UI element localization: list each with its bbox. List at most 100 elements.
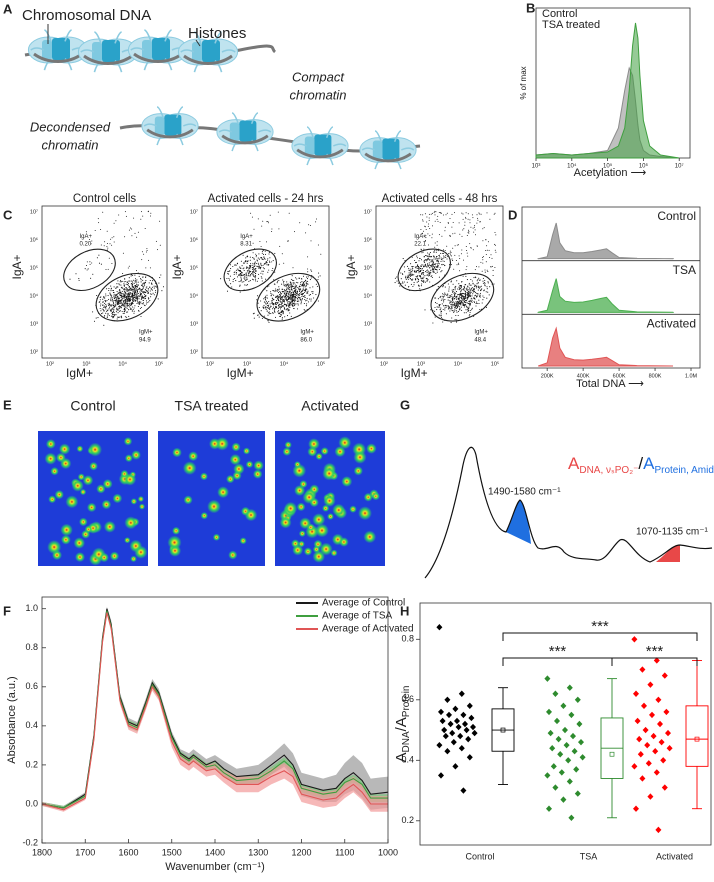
event-dot <box>111 288 112 289</box>
event-dot <box>101 264 102 265</box>
legend-entry: TSA treated <box>542 19 600 31</box>
event-dot <box>97 257 98 258</box>
event-dot <box>468 219 469 220</box>
event-dot <box>435 243 436 244</box>
event-dot <box>134 299 135 300</box>
event-dot <box>449 297 450 298</box>
event-dot <box>124 309 125 310</box>
event-dot <box>444 265 445 266</box>
event-dot <box>301 294 302 295</box>
event-dot <box>482 228 483 229</box>
event-dot <box>426 270 427 271</box>
event-dot <box>477 280 478 281</box>
event-dot <box>458 263 459 264</box>
event-dot <box>120 300 121 301</box>
event-dot <box>421 270 422 271</box>
event-dot <box>404 266 405 267</box>
event-dot <box>425 264 426 265</box>
event-dot <box>450 254 451 255</box>
event-dot <box>485 285 486 286</box>
event-dot <box>438 250 439 251</box>
event-dot <box>102 299 103 300</box>
event-dot <box>152 287 153 288</box>
heat-spot <box>245 509 257 521</box>
gate <box>423 264 501 330</box>
ratio-part: A <box>643 454 655 473</box>
heat-spot <box>72 480 84 492</box>
event-dot <box>459 299 460 300</box>
event-dot <box>240 268 241 269</box>
event-dot <box>470 310 471 311</box>
event-dot <box>293 306 294 307</box>
event-dot <box>287 302 288 303</box>
event-dot <box>263 271 264 272</box>
event-dot <box>294 290 295 291</box>
event-dot <box>132 290 133 291</box>
event-dot <box>423 280 424 281</box>
event-dot <box>124 308 125 309</box>
event-dot <box>100 308 101 309</box>
event-dot <box>227 273 228 274</box>
heat-spot <box>87 503 96 512</box>
event-dot <box>420 214 421 215</box>
event-dot <box>107 243 108 244</box>
event-dot <box>103 301 104 302</box>
event-dot <box>145 292 146 293</box>
event-dot <box>86 231 87 232</box>
event-dot <box>125 211 126 212</box>
event-dot <box>492 258 493 259</box>
event-dot <box>263 298 264 299</box>
event-dot <box>124 285 125 286</box>
event-dot <box>108 303 109 304</box>
event-dot <box>131 309 132 310</box>
event-dot <box>292 296 293 297</box>
event-dot <box>294 231 295 232</box>
event-dot <box>256 256 257 257</box>
event-dot <box>465 217 466 218</box>
event-dot <box>276 296 277 297</box>
event-dot <box>299 222 300 223</box>
event-dot <box>453 312 454 313</box>
event-dot <box>473 228 474 229</box>
event-dot <box>127 306 128 307</box>
event-dot <box>304 295 305 296</box>
event-dot <box>277 302 278 303</box>
event-dot <box>254 264 255 265</box>
event-dot <box>433 263 434 264</box>
heat-spot <box>358 506 372 520</box>
event-dot <box>299 290 300 291</box>
event-dot <box>143 300 144 301</box>
event-dot <box>429 235 430 236</box>
event-dot <box>421 278 422 279</box>
event-dot <box>122 304 123 305</box>
event-dot <box>476 223 477 224</box>
event-dot <box>142 284 143 285</box>
event-dot <box>467 309 468 310</box>
data-point <box>548 730 554 736</box>
event-dot <box>138 282 139 283</box>
event-dot <box>458 283 459 284</box>
event-dot <box>495 232 496 233</box>
heat-spot <box>313 550 325 562</box>
event-dot <box>117 296 118 297</box>
event-dot <box>440 308 441 309</box>
label: chromatin <box>289 87 346 102</box>
event-dot <box>474 285 475 286</box>
event-dot <box>463 303 464 304</box>
event-dot <box>456 291 457 292</box>
event-dot <box>282 317 283 318</box>
event-dot <box>459 255 460 256</box>
event-dot <box>442 253 443 254</box>
event-dot <box>133 289 134 290</box>
error-band <box>42 607 388 810</box>
event-dot <box>146 287 147 288</box>
event-dot <box>450 218 451 219</box>
event-dot <box>280 301 281 302</box>
event-dot <box>297 301 298 302</box>
event-dot <box>478 278 479 279</box>
event-dot <box>117 300 118 301</box>
event-dot <box>467 302 468 303</box>
event-dot <box>276 300 277 301</box>
event-dot <box>245 261 246 262</box>
event-dot <box>147 250 148 251</box>
